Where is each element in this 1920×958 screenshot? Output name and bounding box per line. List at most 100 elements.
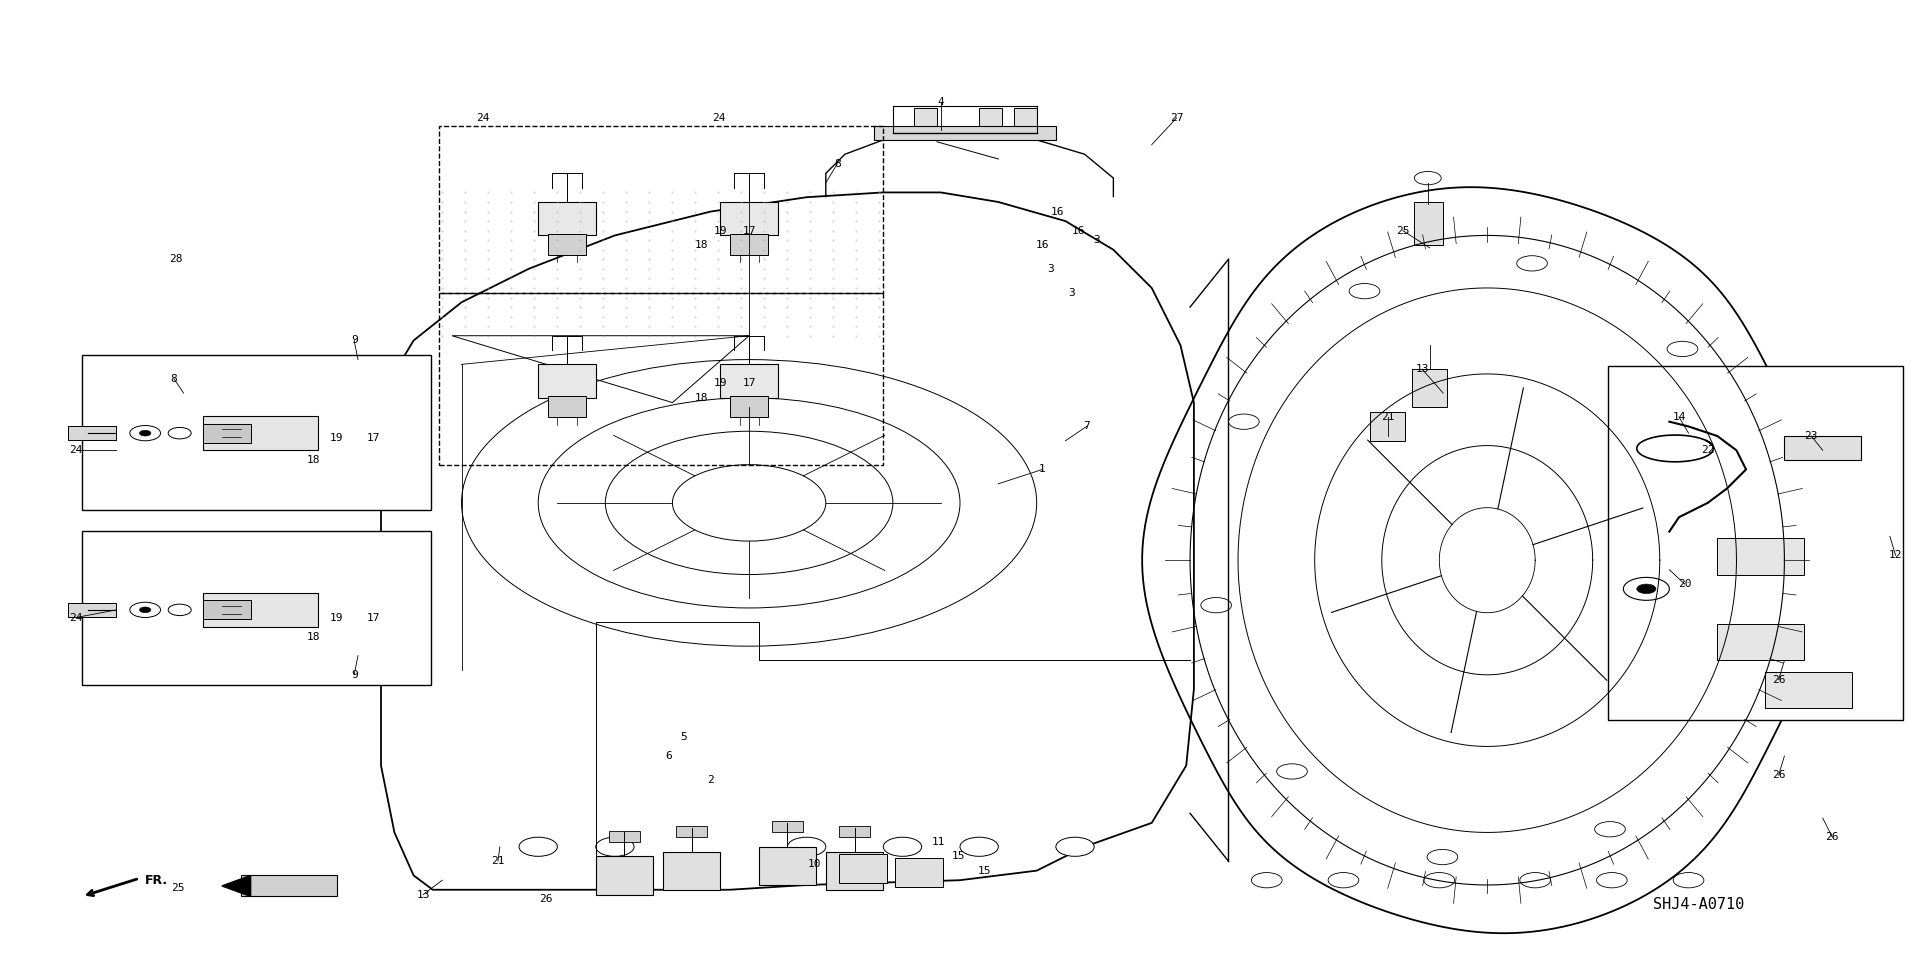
Text: 8: 8 [833, 159, 841, 169]
Bar [1014, 108, 1037, 132]
Text: 26: 26 [1772, 770, 1786, 780]
Text: 24: 24 [69, 612, 83, 623]
Text: 12: 12 [1889, 551, 1903, 560]
Text: 13: 13 [417, 890, 430, 900]
Circle shape [595, 837, 634, 856]
Text: 11: 11 [933, 837, 947, 847]
Bar [204, 423, 252, 443]
Bar [874, 125, 1056, 140]
Text: 28: 28 [169, 254, 182, 264]
Text: 17: 17 [367, 612, 380, 623]
Circle shape [169, 604, 192, 616]
Text: 15: 15 [950, 852, 966, 861]
Bar [69, 604, 117, 617]
Bar [1716, 625, 1803, 660]
Text: 18: 18 [695, 240, 708, 250]
Bar [979, 108, 1002, 132]
Text: SHJ4-A0710: SHJ4-A0710 [1653, 897, 1743, 912]
Text: 23: 23 [1805, 431, 1818, 441]
Bar [547, 396, 586, 417]
Bar [538, 202, 595, 236]
Circle shape [1427, 850, 1457, 865]
Bar [204, 593, 317, 627]
Bar [1415, 202, 1444, 245]
Circle shape [1667, 341, 1697, 356]
Bar [1609, 366, 1903, 719]
Text: 18: 18 [695, 393, 708, 402]
Circle shape [1672, 873, 1703, 888]
Text: 24: 24 [69, 445, 83, 455]
Text: 22: 22 [1701, 445, 1715, 455]
Circle shape [1329, 873, 1359, 888]
Circle shape [1597, 873, 1626, 888]
Text: 2: 2 [707, 775, 714, 785]
Text: 1: 1 [1039, 465, 1046, 474]
Bar [204, 416, 317, 450]
Text: 19: 19 [714, 378, 728, 389]
Text: 15: 15 [977, 866, 991, 876]
Circle shape [140, 430, 152, 436]
Text: 10: 10 [808, 859, 822, 869]
Bar [758, 847, 816, 885]
Text: 16: 16 [1071, 226, 1085, 236]
Circle shape [1715, 691, 1745, 706]
Circle shape [1622, 578, 1668, 601]
Text: 14: 14 [1672, 412, 1686, 422]
Text: 26: 26 [1826, 833, 1839, 842]
Circle shape [1229, 414, 1260, 429]
Text: 9: 9 [351, 335, 357, 346]
Bar [720, 202, 778, 236]
Bar [839, 826, 870, 837]
Bar [1784, 436, 1860, 460]
Text: 18: 18 [307, 631, 321, 642]
Bar [676, 826, 707, 837]
Circle shape [1636, 584, 1655, 594]
Text: 17: 17 [743, 378, 756, 389]
Polygon shape [223, 876, 252, 897]
Circle shape [1277, 764, 1308, 779]
Bar [242, 876, 336, 897]
Text: 25: 25 [1396, 226, 1409, 236]
Bar [83, 531, 430, 685]
Bar [83, 354, 430, 510]
Bar [609, 831, 639, 842]
Text: 17: 17 [367, 433, 380, 443]
Text: 8: 8 [171, 374, 177, 384]
Text: 18: 18 [307, 455, 321, 465]
Circle shape [960, 837, 998, 856]
Circle shape [1425, 873, 1455, 888]
Text: 20: 20 [1678, 579, 1692, 589]
Text: 19: 19 [330, 433, 344, 443]
Text: 5: 5 [680, 732, 687, 741]
Text: 26: 26 [1772, 674, 1786, 685]
Bar [547, 234, 586, 255]
Bar [438, 293, 883, 465]
Bar [1413, 369, 1448, 407]
Circle shape [131, 603, 161, 618]
Circle shape [1056, 837, 1094, 856]
Bar [538, 364, 595, 398]
Text: 24: 24 [476, 113, 490, 123]
Circle shape [1517, 256, 1548, 271]
Bar [69, 426, 117, 440]
Text: 16: 16 [1050, 207, 1064, 217]
Circle shape [1350, 284, 1380, 299]
Circle shape [169, 427, 192, 439]
Text: 19: 19 [330, 612, 344, 623]
Circle shape [131, 425, 161, 441]
Text: FR.: FR. [146, 874, 169, 887]
Text: 13: 13 [1415, 364, 1428, 375]
Circle shape [1743, 508, 1774, 523]
Text: 21: 21 [492, 856, 505, 866]
Text: 9: 9 [351, 670, 357, 680]
Circle shape [1596, 822, 1626, 837]
Text: 27: 27 [1169, 113, 1183, 123]
Bar [595, 856, 653, 895]
Text: 3: 3 [1068, 287, 1075, 298]
Bar [839, 855, 887, 883]
Circle shape [1252, 873, 1283, 888]
Text: 4: 4 [937, 97, 945, 106]
Text: 3: 3 [1092, 236, 1100, 245]
Bar [826, 852, 883, 890]
Circle shape [1521, 873, 1551, 888]
